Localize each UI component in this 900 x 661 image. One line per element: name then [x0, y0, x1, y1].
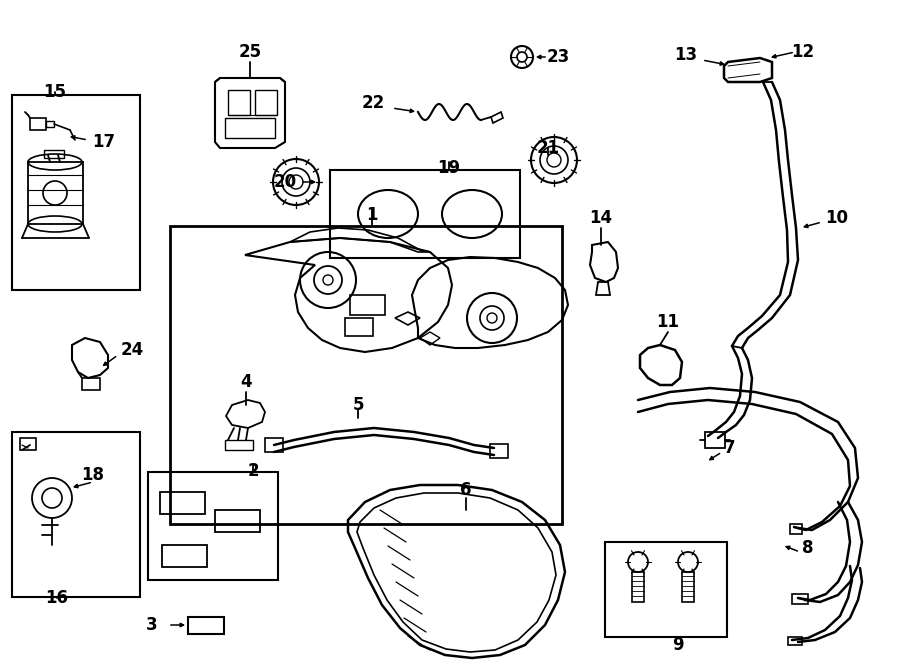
Bar — [170, 226, 562, 524]
Text: 17: 17 — [93, 133, 115, 151]
Text: 21: 21 — [536, 139, 560, 157]
Text: 4: 4 — [240, 373, 252, 391]
Text: 2: 2 — [248, 462, 259, 480]
Bar — [350, 295, 385, 315]
Text: 13: 13 — [674, 46, 698, 64]
Bar — [188, 617, 224, 634]
Bar — [790, 524, 802, 534]
Bar — [225, 440, 253, 450]
Bar — [255, 90, 277, 115]
Bar — [46, 121, 54, 127]
Bar — [605, 542, 727, 637]
Text: 20: 20 — [274, 173, 297, 191]
Bar — [330, 170, 520, 258]
Text: 25: 25 — [238, 43, 262, 61]
Bar — [20, 438, 36, 450]
Text: 7: 7 — [724, 439, 736, 457]
Text: 18: 18 — [82, 466, 104, 484]
Text: 5: 5 — [352, 396, 364, 414]
Bar — [265, 438, 283, 452]
Bar — [12, 95, 140, 290]
Text: 24: 24 — [121, 341, 144, 359]
Bar — [225, 118, 275, 138]
Text: 6: 6 — [460, 481, 472, 499]
Bar — [705, 432, 725, 448]
Text: 10: 10 — [825, 209, 849, 227]
Bar — [12, 432, 140, 597]
Bar — [788, 637, 802, 645]
Bar — [148, 472, 278, 580]
Bar — [345, 318, 373, 336]
Text: 3: 3 — [146, 616, 158, 634]
Bar — [792, 594, 808, 604]
Text: 22: 22 — [362, 94, 384, 112]
Bar — [28, 162, 83, 224]
Bar — [682, 572, 694, 602]
Bar — [44, 150, 64, 158]
Text: 23: 23 — [546, 48, 570, 66]
Bar — [30, 118, 46, 130]
Text: 11: 11 — [656, 313, 680, 331]
Bar — [632, 572, 644, 602]
Text: 16: 16 — [46, 589, 68, 607]
Text: 19: 19 — [437, 159, 461, 177]
Bar — [162, 545, 207, 567]
Bar — [82, 378, 100, 390]
Bar — [160, 492, 205, 514]
Bar — [215, 510, 260, 532]
Text: 15: 15 — [43, 83, 67, 101]
Text: 14: 14 — [590, 209, 613, 227]
Bar — [228, 90, 250, 115]
Text: 12: 12 — [791, 43, 814, 61]
Text: 1: 1 — [366, 206, 378, 224]
Bar — [490, 444, 508, 458]
Text: 8: 8 — [802, 539, 814, 557]
Text: 9: 9 — [672, 636, 684, 654]
